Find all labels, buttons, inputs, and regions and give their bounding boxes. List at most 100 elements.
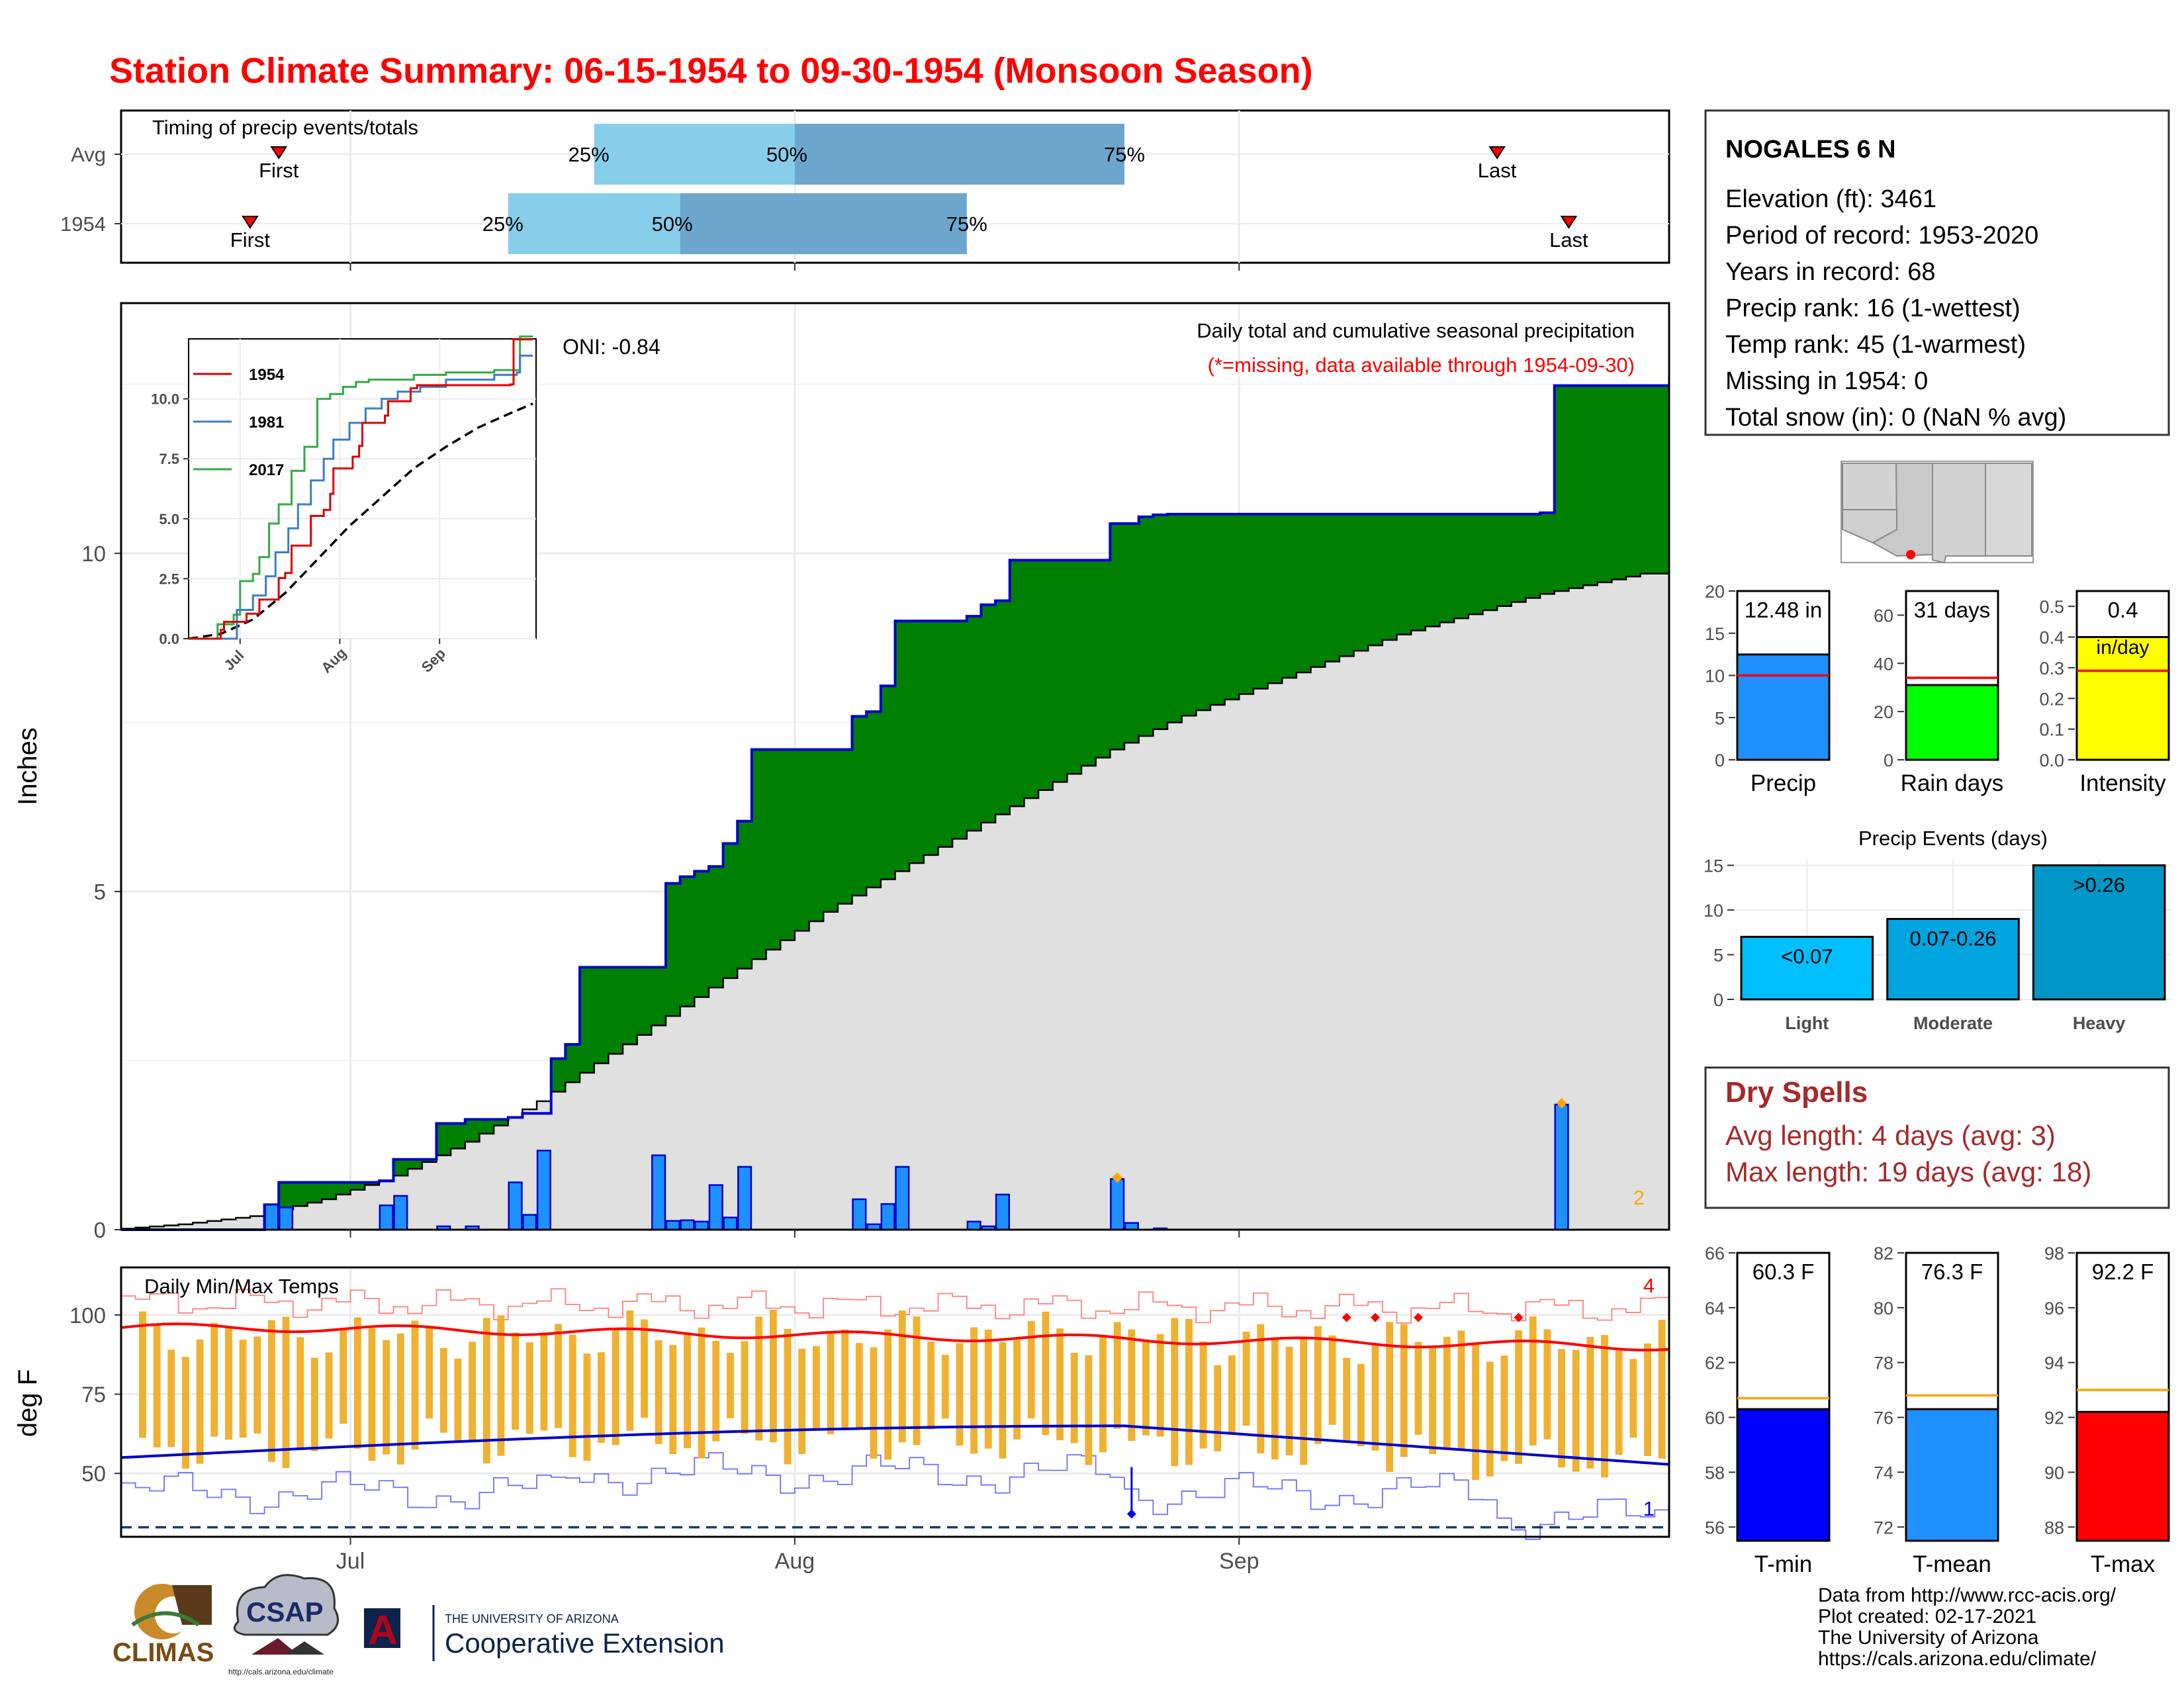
daily-temp-bar [1214, 1365, 1222, 1451]
ua-extension: Cooperative Extension [445, 1627, 725, 1659]
y-tick-label: 60 [1705, 1408, 1725, 1428]
daily-precip-bar [737, 1165, 752, 1231]
daily-temp-bar [970, 1327, 978, 1454]
credit-line: https://cals.arizona.edu/climate/ [1818, 1648, 2097, 1670]
record-count: 2 [1633, 1186, 1645, 1209]
y-tick-label: 0.0 [2039, 751, 2064, 770]
inset-y-tick-label: 7.5 [159, 451, 179, 467]
event-category-label: Heavy [2073, 1013, 2126, 1033]
csap-url: http://cals.arizona.edu/climate [228, 1667, 334, 1676]
quartile-bar-lower [508, 193, 680, 254]
events-title: Precip Events (days) [1858, 827, 2048, 850]
inset-y-tick-label: 10.0 [151, 391, 179, 408]
credit-line: Data from http://www.rcc-acis.org/ [1818, 1584, 2116, 1606]
station-line: Precip rank: 16 (1-wettest) [1725, 295, 2021, 322]
daily-precip-bar [508, 1181, 523, 1231]
station-line: Elevation (ft): 3461 [1725, 185, 1936, 213]
ua-name: THE UNIVERSITY OF ARIZONA [445, 1612, 619, 1625]
daily-temp-bar [1515, 1330, 1523, 1464]
y-tick-label: 82 [1874, 1244, 1893, 1263]
first-event-label: First [259, 159, 299, 182]
daily-temp-bar [1113, 1322, 1121, 1429]
daily-temp-bar [827, 1331, 835, 1435]
ua-mark: A [368, 1608, 398, 1653]
last-event-marker [1488, 146, 1506, 160]
inset-series-2017 [189, 335, 533, 640]
daily-temp-bar [712, 1341, 720, 1441]
first-event-label: First [230, 228, 271, 251]
daily-temp-bar [626, 1310, 634, 1431]
dry-spells-box: Dry Spells Avg length: 4 days (avg: 3) M… [1704, 1066, 2170, 1209]
daily-precip-bar [723, 1216, 738, 1231]
daily-temp-bar [1199, 1342, 1207, 1449]
daily-temp-bar [1271, 1337, 1279, 1460]
panel-value-bar [1905, 684, 1999, 761]
record-precip-marker [1556, 1097, 1567, 1109]
event-bar-label: 0.07-0.26 [1910, 927, 1997, 950]
daily-temp-bar [182, 1357, 189, 1469]
panel-value-label: 31 days [1914, 598, 1991, 622]
daily-temp-bar [167, 1349, 175, 1447]
daily-precip-bar [1554, 1103, 1569, 1231]
daily-temp-bar [454, 1358, 462, 1441]
station-line: Total snow (in): 0 (NaN % avg) [1725, 404, 2066, 432]
daily-temp-bar [798, 1348, 806, 1455]
daily-temp-bar [669, 1345, 677, 1455]
daily-precip-bar [651, 1154, 666, 1231]
avg-min-temp-line [120, 1424, 1670, 1466]
station-line: Temp rank: 45 (1-warmest) [1725, 331, 2026, 359]
daily-temp-bar [755, 1316, 763, 1441]
daily-temp-bar [655, 1340, 662, 1444]
daily-precip-bar [1110, 1178, 1125, 1231]
daily-temp-bar [1242, 1332, 1250, 1426]
daily-temp-bar [482, 1318, 490, 1464]
daily-temp-bar [1572, 1349, 1580, 1472]
season-bars: 0 5 10 15 20 12.48 in Precip 0 20 40 60 31 days Rain… [1705, 582, 2170, 796]
inset-series-1954 [189, 338, 533, 640]
record-min-marker [1126, 1509, 1136, 1519]
daily-temp-bar [641, 1319, 648, 1418]
daily-temp-bar [1472, 1344, 1480, 1481]
y-tick-label: 5 [1715, 708, 1725, 728]
daily-temp-bar [153, 1324, 161, 1447]
daily-precip-bar [278, 1207, 294, 1231]
daily-temp-bar [784, 1329, 792, 1465]
daily-temp-bar [1357, 1363, 1365, 1447]
panel-name: T-max [2091, 1551, 2156, 1577]
daily-precip-bar [995, 1193, 1011, 1231]
timing-panel: Timing of precip events/totals Avg 25% 50% 7… [60, 109, 1670, 271]
daily-temp-bar [282, 1316, 290, 1469]
daily-temp-bar [325, 1352, 333, 1439]
y-tick-label: 74 [1874, 1463, 1893, 1483]
panel-value-label: 76.3 F [1921, 1259, 1983, 1284]
locator-map [1841, 461, 2034, 564]
daily-precip-bar [694, 1220, 709, 1231]
panel-value-bar [1736, 653, 1831, 761]
y-tick-label: 75 [81, 1383, 106, 1407]
daily-precip-bar [895, 1165, 910, 1231]
y-tick-label: 10 [1704, 901, 1723, 921]
event-bar-label: <0.07 [1781, 944, 1833, 968]
y-tick-label: 20 [1705, 582, 1725, 602]
station-info: NOGALES 6 N Elevation (ft): 3461 Period … [1704, 109, 2170, 436]
y-tick-label: 0 [1715, 751, 1725, 770]
daily-temp-bar [1027, 1321, 1035, 1419]
daily-temp-bar [1285, 1346, 1293, 1455]
panel-name: T-mean [1913, 1551, 1991, 1577]
dry-spells-title: Dry Spells [1725, 1076, 1868, 1109]
inset-y-tick-label: 2.5 [159, 571, 179, 587]
daily-temp-bar [1128, 1329, 1136, 1441]
daily-temp-bar [1156, 1334, 1164, 1437]
panel-name: Intensity [2079, 770, 2166, 796]
daily-temp-bar [1443, 1336, 1451, 1447]
daily-temp-bar [296, 1337, 304, 1450]
inset-y-tick-label: 5.0 [159, 511, 179, 527]
record-low-count: 1 [1643, 1497, 1655, 1520]
daily-temp-bar [941, 1355, 949, 1419]
y-tick-label: 92 [2044, 1408, 2064, 1428]
daily-temp-bar [1070, 1353, 1078, 1443]
daily-temp-bar [741, 1341, 749, 1434]
csap-wordmark: CSAP [246, 1596, 324, 1627]
